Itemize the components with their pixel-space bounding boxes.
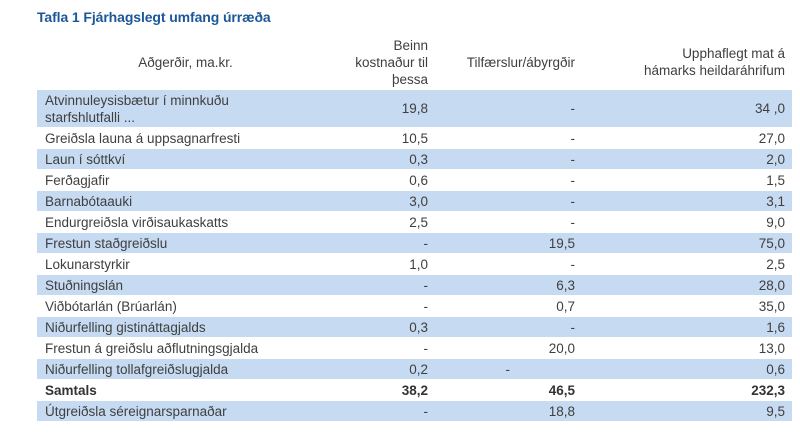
value-transfers: - <box>570 319 576 335</box>
value-transfers: 19,5 <box>548 235 575 251</box>
value-original-estimate: 27,0 <box>758 130 785 146</box>
row-label: Laun í sóttkví <box>45 151 126 167</box>
value-original-estimate: 2,0 <box>766 151 785 167</box>
column-header-transfers: Tilfærslur/ábyrgðir <box>466 54 575 70</box>
value-transfers: 18,8 <box>548 403 575 419</box>
value-transfers: - <box>570 256 576 272</box>
row-label: Atvinnuleysisbætur í minnkuðu starfshlut… <box>45 92 229 125</box>
column-header-direct-cost: Beinn kostnaður til þessa <box>355 37 428 87</box>
table-row: Stuðningslán - 6,3 28,0 <box>37 274 792 295</box>
value-direct-cost: - <box>423 340 429 356</box>
value-transfers: - <box>505 361 511 377</box>
row-label: Niðurfelling tollafgreiðslugjalda <box>45 361 229 377</box>
value-original-estimate: 9,5 <box>766 403 785 419</box>
value-original-estimate: 232,3 <box>751 382 785 398</box>
value-direct-cost: 2,5 <box>409 214 428 230</box>
column-header-original-estimate: Upphaflegt mat á hámarks heildaráhrifum <box>643 46 785 78</box>
financial-scope-table: Aðgerðir, ma.kr. Beinn kostnaður til þes… <box>37 35 792 421</box>
value-transfers: 46,5 <box>548 382 575 398</box>
row-label: Greiðsla launa á uppsagnarfresti <box>45 130 241 146</box>
value-direct-cost: 0,3 <box>409 319 428 335</box>
table-body: Atvinnuleysisbætur í minnkuðu starfshlut… <box>37 89 792 421</box>
value-transfers: - <box>570 193 576 209</box>
value-original-estimate: 0,6 <box>766 361 785 377</box>
value-direct-cost: - <box>423 235 429 251</box>
row-label: Stuðningslán <box>45 277 124 293</box>
table-title: Tafla 1 Fjárhagslegt umfang úrræða <box>37 9 271 25</box>
value-direct-cost: - <box>423 277 429 293</box>
value-direct-cost: - <box>423 298 429 314</box>
value-original-estimate: 28,0 <box>758 277 785 293</box>
table-row: Ferðagjafir 0,6 - 1,5 <box>37 169 792 190</box>
value-original-estimate: 9,0 <box>766 214 785 230</box>
value-direct-cost: 1,0 <box>409 256 428 272</box>
table-row: Niðurfelling gistináttagjalds 0,3 - 1,6 <box>37 316 792 337</box>
value-transfers: - <box>570 151 576 167</box>
row-label: Frestun á greiðslu aðflutningsgjalda <box>45 340 259 356</box>
table-row: Laun í sóttkví 0,3 - 2,0 <box>37 148 792 169</box>
row-label: Niðurfelling gistináttagjalds <box>45 319 206 335</box>
value-transfers: 6,3 <box>556 277 575 293</box>
row-label: Ferðagjafir <box>45 172 110 188</box>
value-direct-cost: - <box>423 403 429 419</box>
value-direct-cost: 19,8 <box>401 101 428 116</box>
value-direct-cost: 0,2 <box>409 361 428 377</box>
value-transfers: - <box>570 214 576 230</box>
value-original-estimate: 1,6 <box>766 319 785 335</box>
value-transfers: 20,0 <box>548 340 575 356</box>
value-direct-cost: 3,0 <box>409 193 428 209</box>
value-direct-cost: 0,3 <box>409 151 428 167</box>
row-label: Frestun staðgreiðslu <box>45 235 168 251</box>
table-row: Frestun staðgreiðslu - 19,5 75,0 <box>37 232 792 253</box>
column-header-actions: Aðgerðir, ma.kr. <box>138 54 233 70</box>
value-original-estimate: 13,0 <box>758 340 785 356</box>
value-direct-cost: 38,2 <box>401 382 428 398</box>
table-row: Greiðsla launa á uppsagnarfresti 10,5 - 27,… <box>37 127 792 148</box>
table-row: Lokunarstyrkir 1,0 - 2,5 <box>37 253 792 274</box>
value-original-estimate: 35,0 <box>758 298 785 314</box>
value-original-estimate: 1,5 <box>766 172 785 188</box>
value-direct-cost: 0,6 <box>409 172 428 188</box>
table-row: Útgreiðsla séreignarsparnaðar - 18,8 9,5 <box>37 400 792 421</box>
row-label: Útgreiðsla séreignarsparnaðar <box>45 403 227 419</box>
value-transfers: 0,7 <box>556 298 575 314</box>
table-row: Samtals 38,2 46,5 232,3 <box>37 379 792 400</box>
table-header-row: Aðgerðir, ma.kr. Beinn kostnaður til þes… <box>37 35 792 89</box>
row-label: Viðbótarlán (Brúarlán) <box>45 298 177 314</box>
table-row: Barnabótaauki 3,0 - 3,1 <box>37 190 792 211</box>
value-original-estimate: 34 ,0 <box>754 101 785 116</box>
value-original-estimate: 3,1 <box>766 193 785 209</box>
row-label: Lokunarstyrkir <box>45 256 130 272</box>
value-transfers: - <box>570 130 576 146</box>
row-label: Barnabótaauki <box>45 193 133 209</box>
value-transfers: - <box>570 172 576 188</box>
row-label: Endurgreiðsla virðisaukaskatts <box>45 214 229 230</box>
value-original-estimate: 75,0 <box>758 235 785 251</box>
row-label: Samtals <box>45 382 97 398</box>
table-row: Frestun á greiðslu aðflutningsgjalda - 20,… <box>37 337 792 358</box>
table-row: Endurgreiðsla virðisaukaskatts 2,5 - 9,0 <box>37 211 792 232</box>
table-row: Viðbótarlán (Brúarlán) - 0,7 35,0 <box>37 295 792 316</box>
value-transfers: - <box>570 101 576 116</box>
table-row: Atvinnuleysisbætur í minnkuðu starfshlut… <box>37 89 792 127</box>
value-original-estimate: 2,5 <box>766 256 785 272</box>
table-row: Niðurfelling tollafgreiðslugjalda 0,2 - 0,6 <box>37 358 792 379</box>
value-direct-cost: 10,5 <box>401 130 428 146</box>
